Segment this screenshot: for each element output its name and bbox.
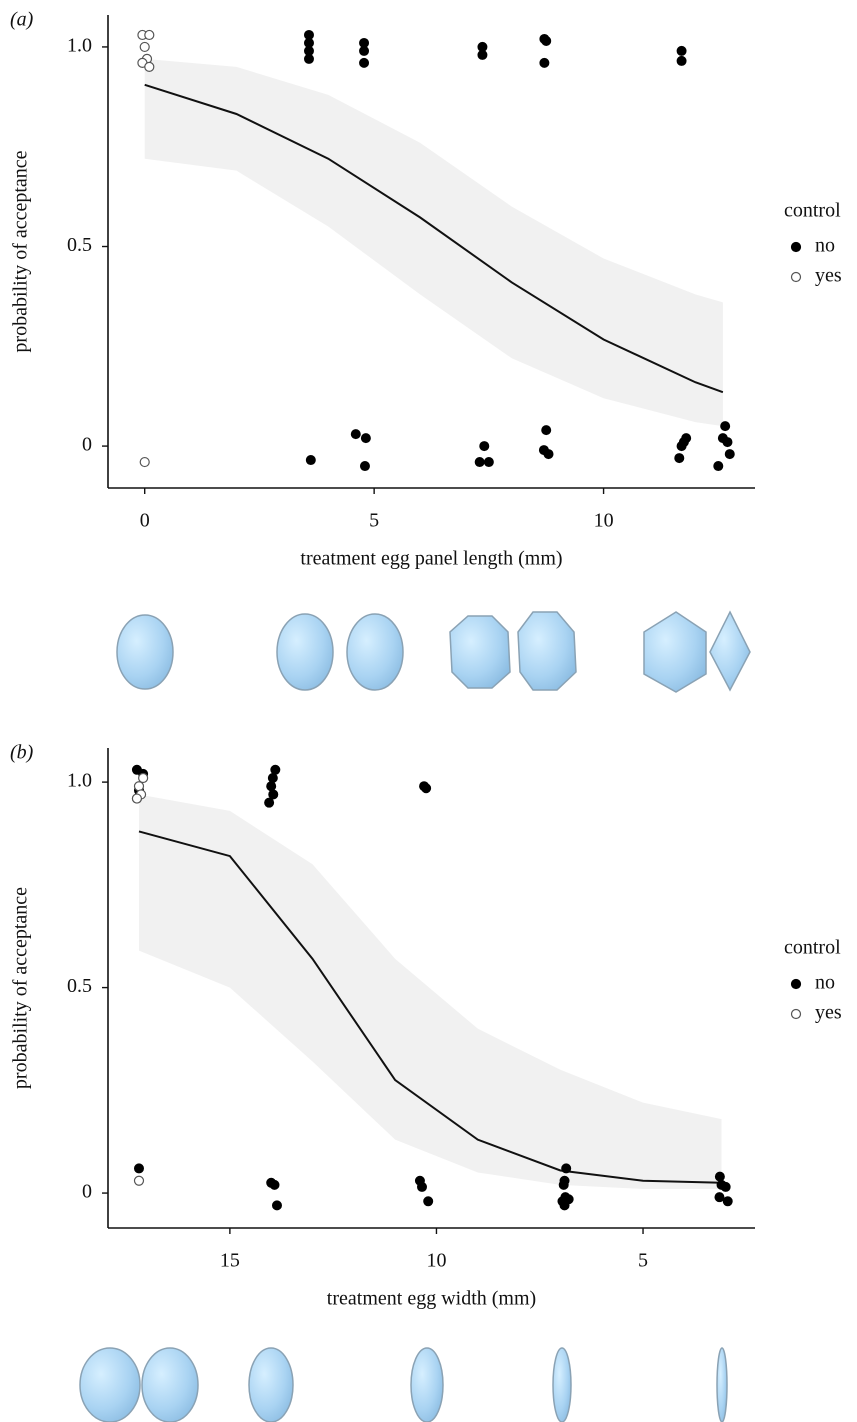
- data-point: [271, 1200, 282, 1211]
- data-point: [561, 1163, 572, 1174]
- data-point: [303, 53, 314, 64]
- data-point: [722, 1196, 733, 1207]
- data-point: [720, 1181, 731, 1192]
- egg-icon: [346, 613, 404, 691]
- data-point: [483, 457, 494, 468]
- data-point: [264, 797, 275, 808]
- data-point: [539, 57, 550, 68]
- legend-marker: [790, 1008, 802, 1020]
- egg-row-a: [116, 610, 751, 693]
- egg-icon: [643, 611, 707, 693]
- legend-label: yes: [815, 1002, 842, 1024]
- data-point: [133, 781, 145, 792]
- data-point: [133, 1175, 145, 1186]
- x-tick-label: 5: [369, 510, 379, 532]
- fit-line: [144, 83, 724, 394]
- data-point: [360, 433, 371, 444]
- legend-title: control: [784, 937, 841, 959]
- fit-line: [138, 830, 722, 1184]
- egg-icon: [79, 1347, 141, 1422]
- egg-icon: [410, 1347, 444, 1422]
- x-tick-label: 15: [220, 1250, 240, 1272]
- data-point: [139, 456, 150, 468]
- data-point: [541, 425, 552, 436]
- data-point: [139, 41, 150, 53]
- panel-label: (a): [10, 9, 34, 31]
- confidence-band: [144, 58, 723, 427]
- y-tick-label: 0.5: [67, 975, 92, 997]
- legend-marker: [790, 978, 802, 990]
- x-tick-label: 10: [594, 510, 614, 532]
- data-point: [133, 1163, 144, 1174]
- data-point: [722, 437, 733, 448]
- y-tick-label: 1.0: [67, 35, 92, 57]
- legend-title: control: [784, 200, 841, 222]
- legend-marker: [790, 271, 802, 283]
- y-tick-label: 0: [82, 1181, 92, 1203]
- data-point: [479, 441, 490, 452]
- egg-icon: [517, 611, 577, 691]
- data-point: [269, 1179, 280, 1190]
- x-axis-label: treatment egg width (mm): [327, 1288, 536, 1310]
- data-point: [266, 781, 277, 792]
- data-point: [144, 61, 155, 72]
- data-point: [270, 764, 281, 775]
- data-point: [543, 449, 554, 460]
- data-point: [713, 461, 724, 472]
- x-tick-label: 0: [140, 510, 150, 532]
- data-point: [541, 35, 552, 46]
- data-point: [359, 45, 370, 56]
- y-tick-label: 0: [82, 434, 92, 456]
- egg-icon: [116, 614, 174, 690]
- data-point: [138, 772, 149, 784]
- egg-icon: [141, 1347, 199, 1422]
- egg-row-b: [79, 1347, 728, 1422]
- egg-icon: [709, 610, 751, 692]
- data-point: [676, 45, 687, 56]
- y-tick-label: 1.0: [67, 770, 92, 792]
- data-point: [359, 57, 370, 68]
- data-point: [477, 49, 488, 60]
- data-point: [674, 453, 685, 464]
- data-point: [359, 461, 370, 472]
- x-axis-label: treatment egg panel length (mm): [300, 548, 562, 570]
- confidence-band: [138, 794, 722, 1189]
- legend-label: yes: [815, 265, 842, 287]
- data-point: [714, 1192, 725, 1203]
- data-point: [714, 1171, 725, 1182]
- y-tick-label: 0.5: [67, 234, 92, 256]
- data-point: [559, 1200, 570, 1211]
- data-point: [724, 449, 735, 460]
- data-point: [268, 789, 279, 800]
- data-point: [131, 793, 143, 804]
- y-axis-label: probability of acceptance: [10, 887, 32, 1089]
- data-point: [267, 773, 278, 783]
- legend-label: no: [815, 972, 835, 994]
- data-point: [720, 421, 731, 432]
- egg-icon: [276, 613, 334, 691]
- data-point: [676, 55, 687, 66]
- egg-icon: [716, 1347, 728, 1422]
- legend-label: no: [815, 235, 835, 257]
- data-point: [144, 29, 155, 41]
- panel-label: (b): [10, 742, 34, 764]
- x-tick-label: 10: [426, 1250, 446, 1272]
- data-point: [305, 455, 316, 466]
- data-point: [558, 1179, 569, 1190]
- x-tick-label: 5: [638, 1250, 648, 1272]
- legend-marker: [790, 241, 802, 253]
- data-point: [676, 441, 687, 452]
- data-point: [350, 429, 361, 440]
- y-axis-label: probability of acceptance: [10, 150, 32, 352]
- data-point: [423, 1196, 434, 1207]
- egg-icon: [449, 615, 511, 689]
- data-point: [421, 783, 432, 794]
- data-point: [416, 1181, 427, 1192]
- data-point: [474, 457, 485, 468]
- egg-icon: [552, 1347, 572, 1422]
- egg-icon: [248, 1347, 294, 1422]
